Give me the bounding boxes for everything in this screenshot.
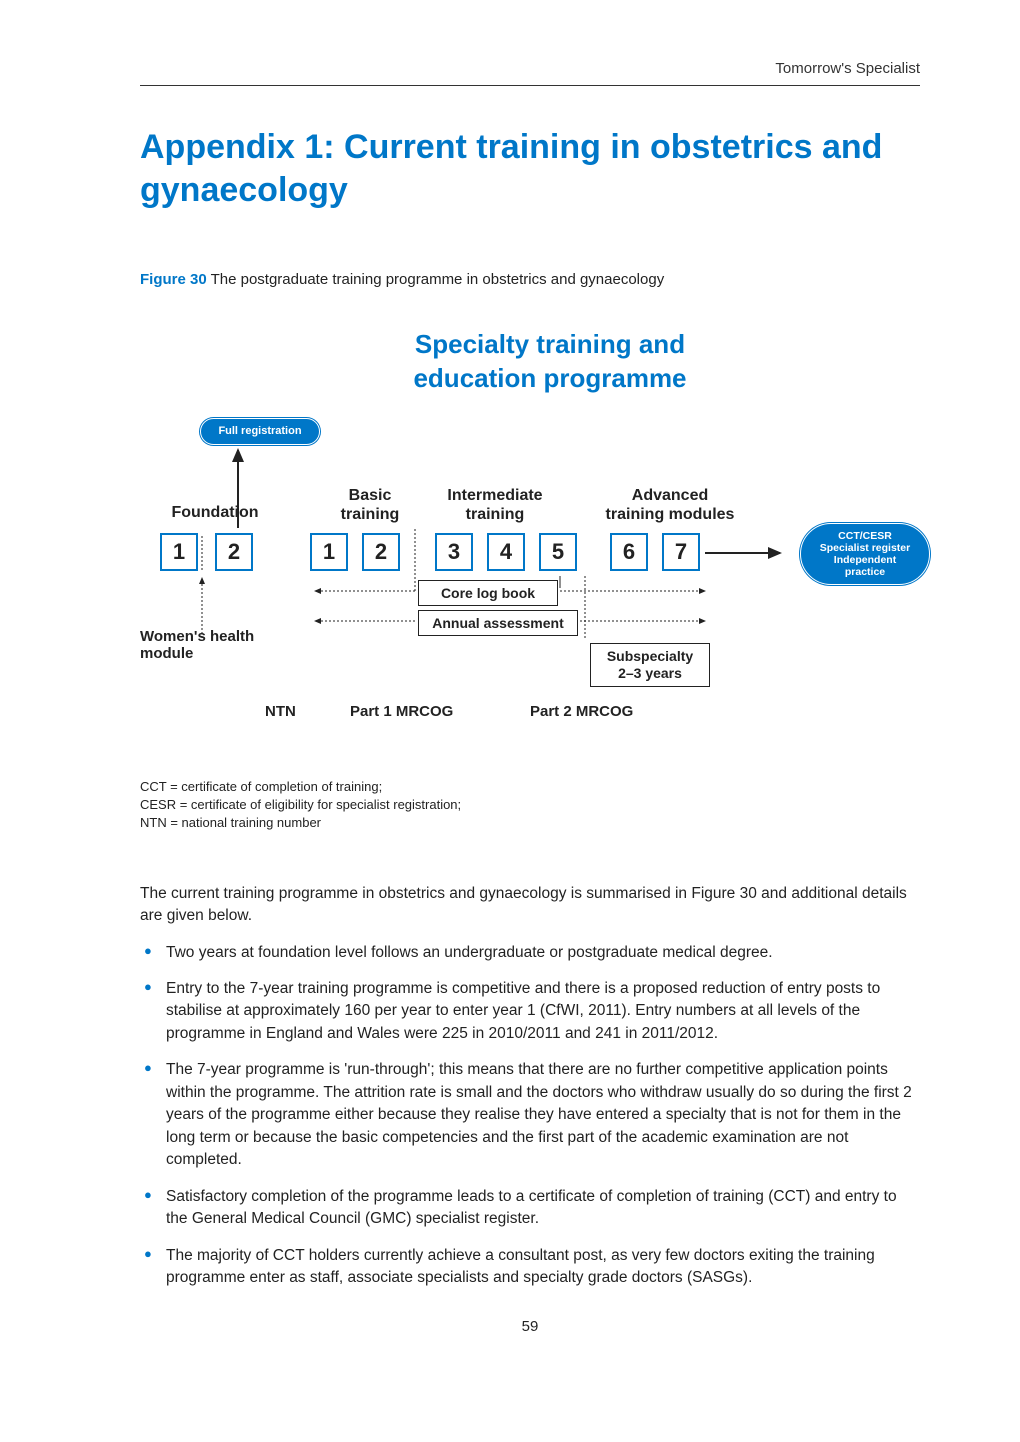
year-box-st-3: 3: [435, 533, 473, 571]
sub-l2: 2–3 years: [618, 665, 682, 681]
label-intermediate-l2: training: [466, 506, 525, 523]
box-subspecialty: Subspecialty 2–3 years: [590, 643, 710, 687]
label-advanced-l1: Advanced: [632, 487, 708, 504]
running-header: Tomorrow's Specialist: [140, 60, 920, 86]
box-core-logbook: Core log book: [418, 580, 558, 606]
list-item: The majority of CCT holders currently ac…: [140, 1245, 920, 1290]
year-box-st-5: 5: [539, 533, 577, 571]
year-box-st-6: 6: [610, 533, 648, 571]
abbrev-cesr: CESR = certificate of eligibility for sp…: [140, 796, 920, 814]
abbrev-cct: CCT = certificate of completion of train…: [140, 778, 920, 796]
pill-cct-l1: CCT/CESR: [838, 530, 892, 542]
label-womens-health: Women's health module: [140, 628, 280, 662]
year-box-foundation-1: 1: [160, 533, 198, 571]
figure-caption: Figure 30 The postgraduate training prog…: [140, 271, 920, 288]
label-advanced: Advanced training modules: [590, 486, 750, 524]
list-item: Two years at foundation level follows an…: [140, 942, 920, 964]
label-foundation: Foundation: [150, 503, 280, 522]
label-basic-l2: training: [341, 506, 400, 523]
year-box-st-7: 7: [662, 533, 700, 571]
year-box-st-2: 2: [362, 533, 400, 571]
abbreviations: CCT = certificate of completion of train…: [140, 778, 920, 833]
figure-title-l2: education programme: [413, 363, 686, 393]
figure-title-l1: Specialty training and: [415, 329, 685, 359]
label-part1-mrcog: Part 1 MRCOG: [350, 703, 453, 720]
page-title: Appendix 1: Current training in obstetri…: [140, 126, 920, 211]
year-box-foundation-2: 2: [215, 533, 253, 571]
pill-full-registration: Full registration: [200, 418, 320, 445]
label-intermediate: Intermediate training: [425, 486, 565, 524]
pill-cct-cesr: CCT/CESR Specialist register Independent…: [800, 523, 930, 585]
figure-label: Figure 30: [140, 271, 207, 288]
label-part2-mrcog: Part 2 MRCOG: [530, 703, 633, 720]
sub-l1: Subspecialty: [607, 648, 693, 664]
box-annual-assessment: Annual assessment: [418, 610, 578, 636]
list-item: The 7-year programme is 'run-through'; t…: [140, 1059, 920, 1171]
pill-cct-l2: Specialist register: [820, 542, 910, 554]
page-number: 59: [140, 1318, 920, 1335]
year-box-st-1: 1: [310, 533, 348, 571]
wh-l2: module: [140, 645, 193, 662]
figure-caption-text: The postgraduate training programme in o…: [211, 271, 665, 288]
list-item: Entry to the 7-year training programme i…: [140, 978, 920, 1045]
abbrev-ntn: NTN = national training number: [140, 814, 920, 832]
list-item: Satisfactory completion of the programme…: [140, 1186, 920, 1231]
pill-cct-l3: Independent practice: [834, 554, 896, 578]
figure-diagram: Specialty training and education program…: [140, 328, 920, 748]
label-basic: Basic training: [325, 486, 415, 524]
figure-title: Specialty training and education program…: [340, 328, 760, 396]
label-basic-l1: Basic: [349, 487, 392, 504]
label-ntn: NTN: [265, 703, 296, 720]
intro-paragraph: The current training programme in obstet…: [140, 883, 920, 928]
label-advanced-l2: training modules: [606, 506, 735, 523]
wh-l1: Women's health: [140, 628, 254, 645]
year-box-st-4: 4: [487, 533, 525, 571]
bullet-list: Two years at foundation level follows an…: [140, 942, 920, 1290]
label-intermediate-l1: Intermediate: [447, 487, 542, 504]
